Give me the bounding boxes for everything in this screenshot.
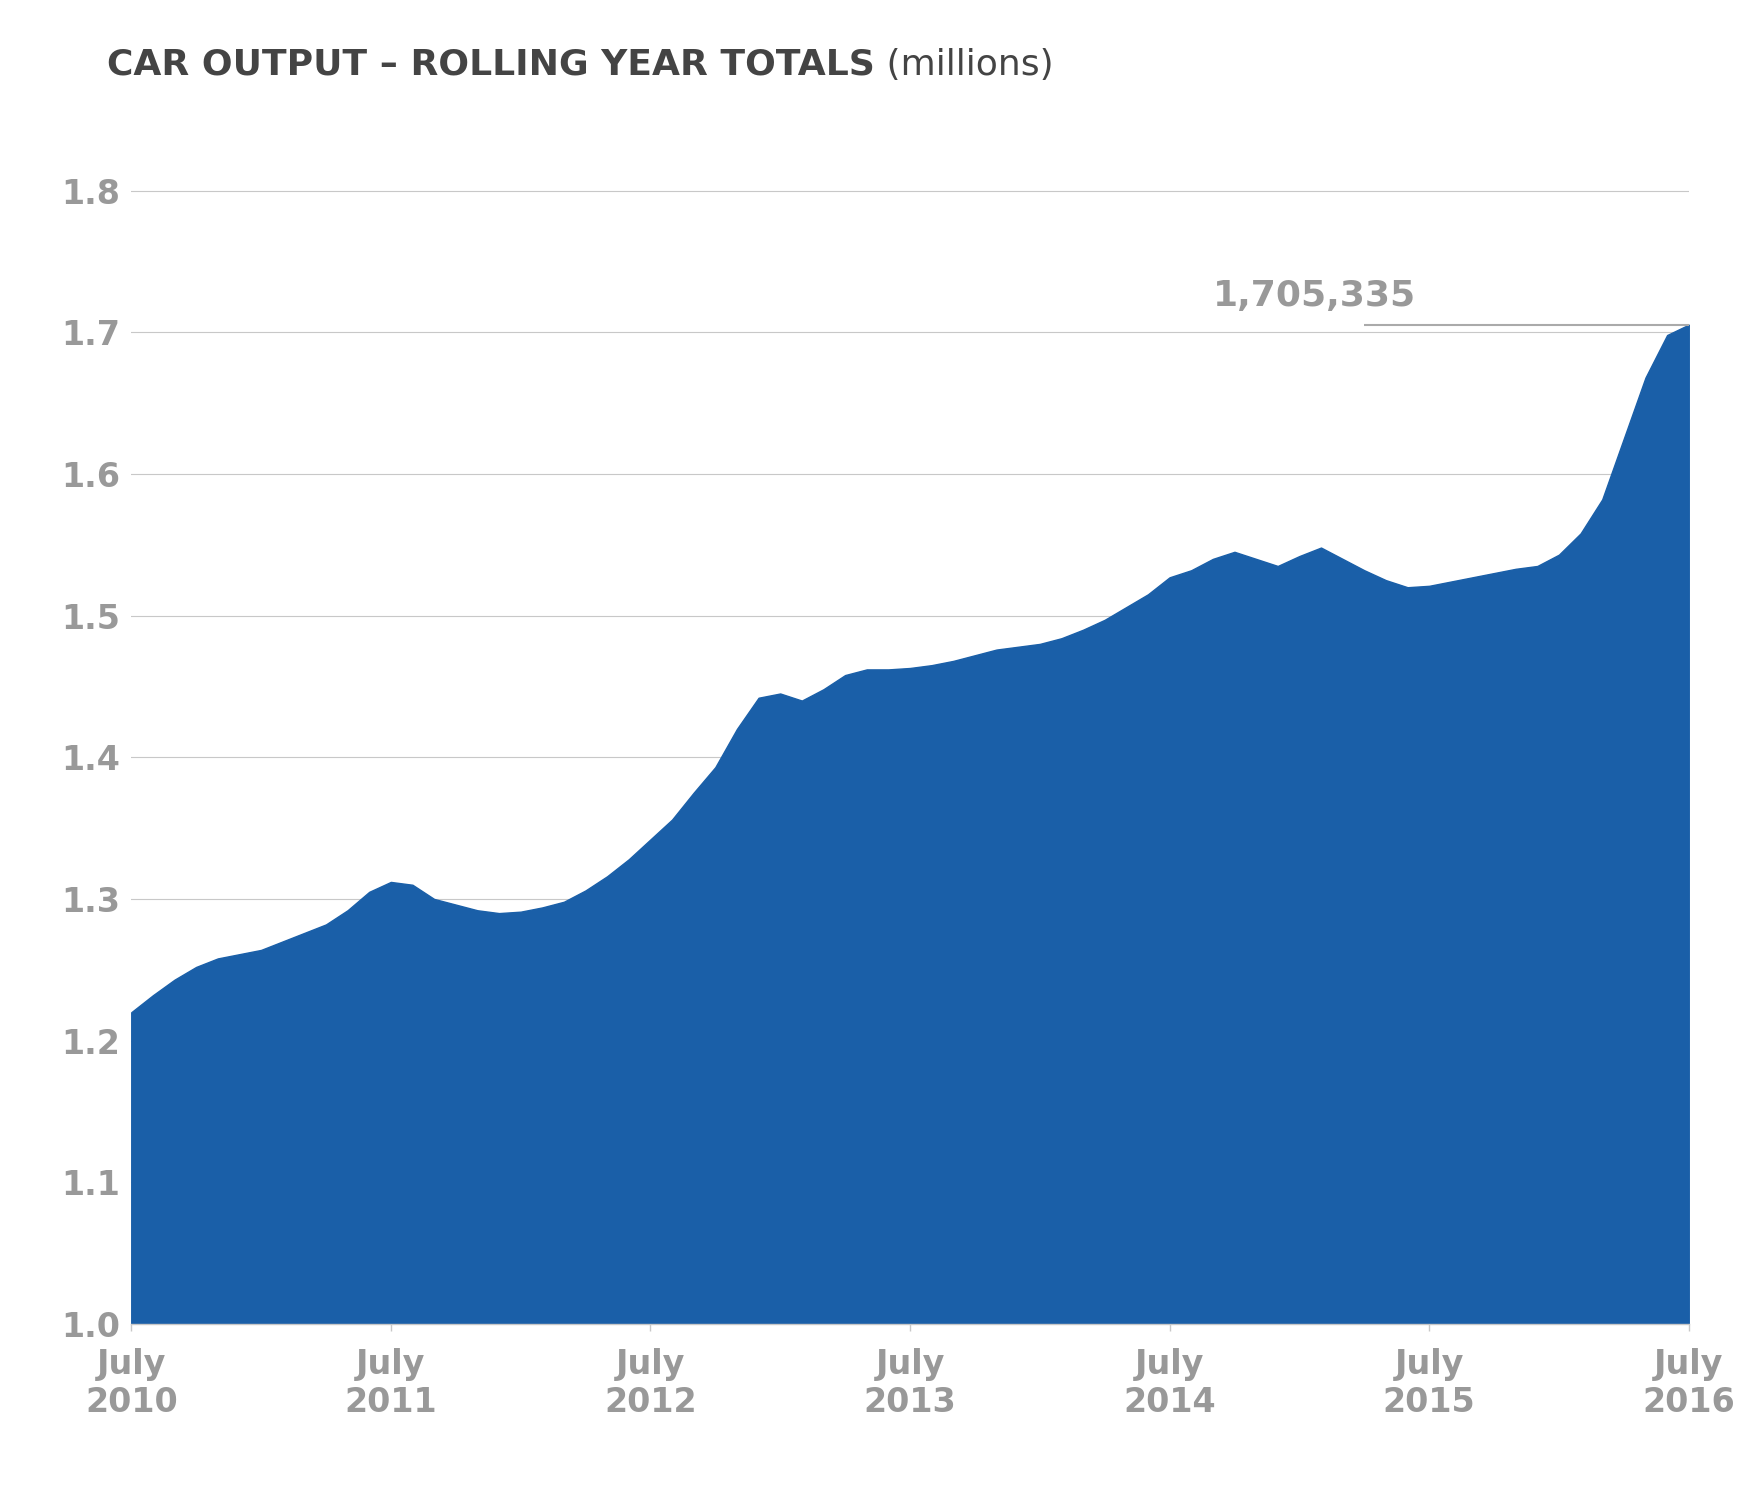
Text: 1,705,335: 1,705,335 — [1213, 280, 1416, 313]
Text: CAR OUTPUT – ROLLING YEAR TOTALS (millions): CAR OUTPUT – ROLLING YEAR TOTALS (millio… — [441, 48, 1309, 82]
Text: (millions): (millions) — [875, 48, 1054, 82]
Text: CAR OUTPUT – ROLLING YEAR TOTALS: CAR OUTPUT – ROLLING YEAR TOTALS — [107, 48, 875, 82]
